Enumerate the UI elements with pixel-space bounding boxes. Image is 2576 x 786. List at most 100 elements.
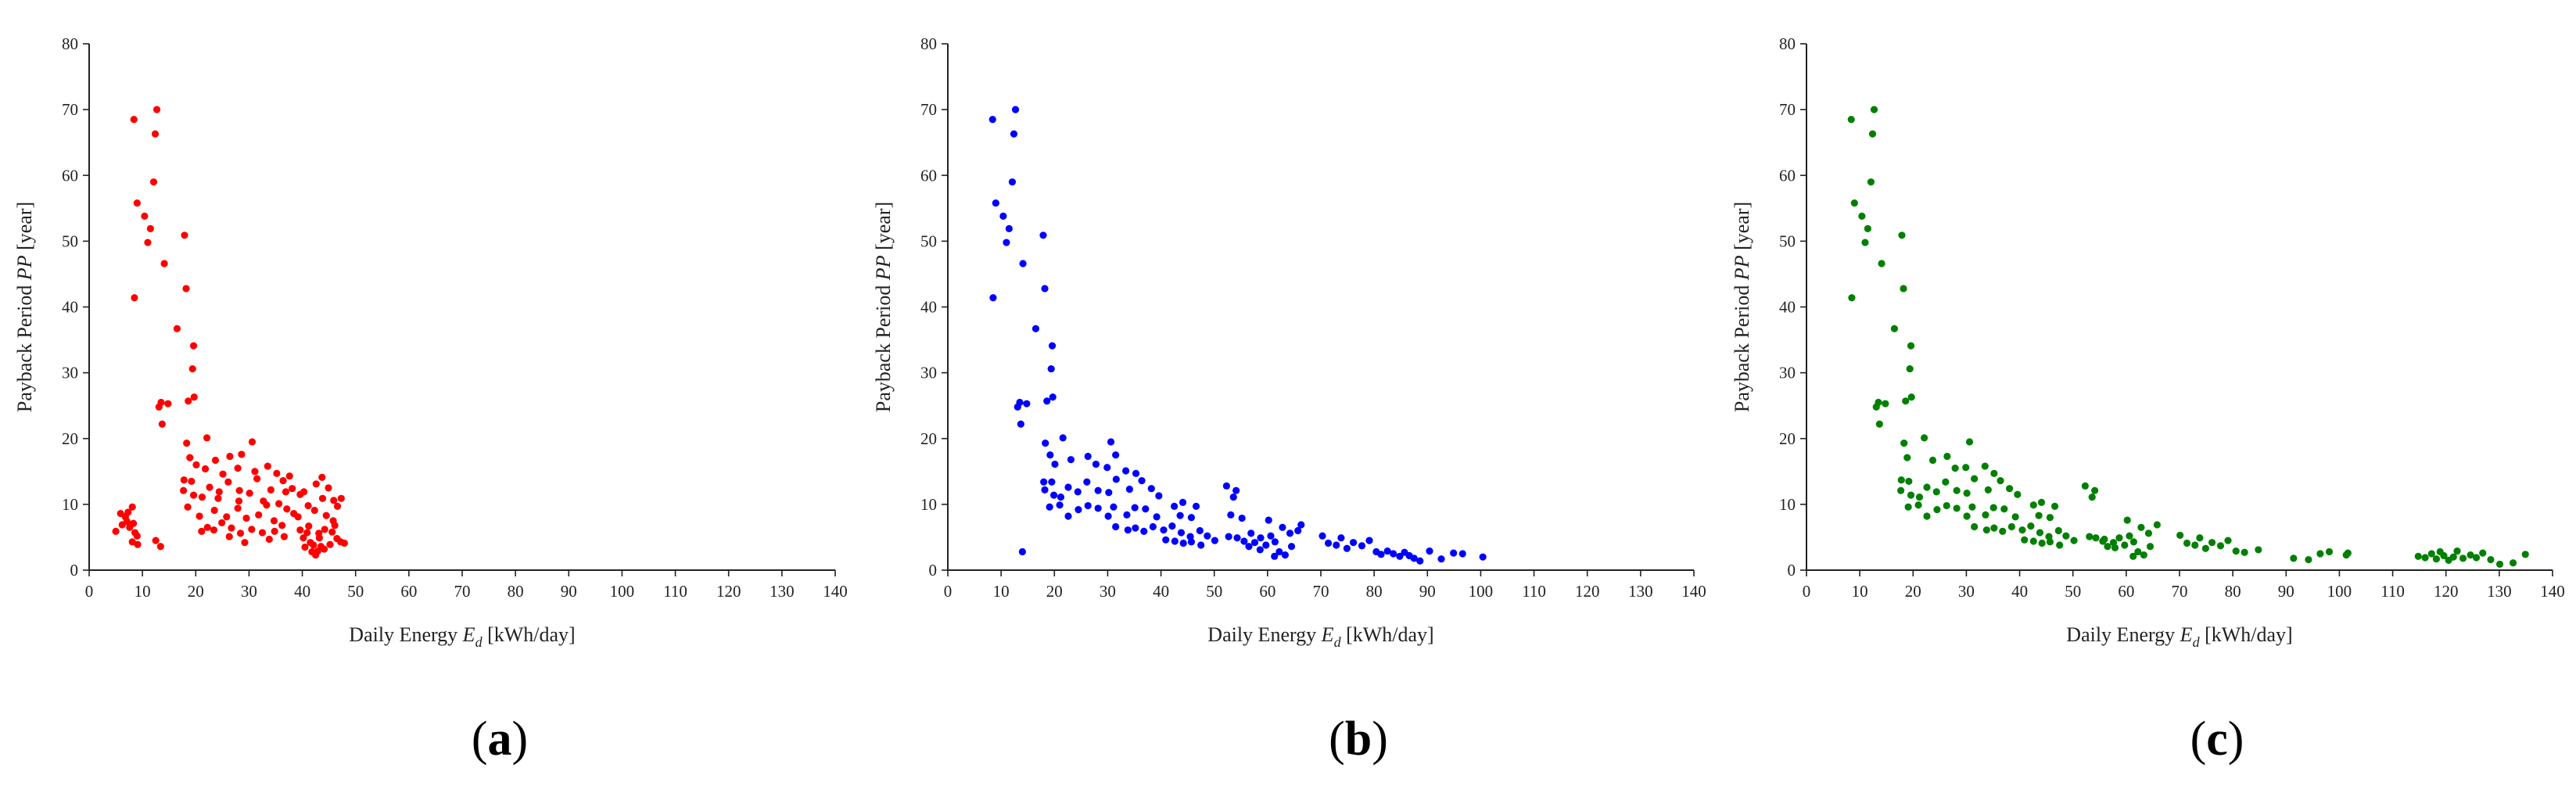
x-axis-title: Daily Energy Ed [kWh/day] <box>2066 623 2292 650</box>
data-point <box>160 260 168 267</box>
data-point <box>1953 486 1961 494</box>
data-point <box>314 547 321 555</box>
data-point <box>238 450 246 458</box>
data-point <box>290 510 298 518</box>
data-point <box>1039 231 1047 239</box>
x-tick-label: 70 <box>1313 582 1329 601</box>
chart-panel-a: 0 10 20 30 40 50 60 70 80 90 100 110 120 130 140 0 10 20 3… <box>13 34 848 766</box>
data-point <box>235 497 243 505</box>
data-point <box>1479 553 1487 561</box>
data-point <box>1179 498 1187 506</box>
data-point <box>133 532 141 540</box>
data-point <box>1149 522 1157 531</box>
data-point <box>1847 116 1855 124</box>
data-point <box>2232 547 2240 555</box>
x-axis-title-var: E <box>1321 623 1334 646</box>
data-point <box>1294 526 1302 535</box>
data-point <box>1905 477 1913 486</box>
data-point <box>2183 539 2191 547</box>
data-point <box>215 488 223 496</box>
data-point <box>1056 501 1064 509</box>
data-point <box>1225 533 1232 540</box>
data-point <box>1132 524 1139 532</box>
data-point <box>1951 465 1959 472</box>
y-axis-title-prefix: Payback Period <box>1731 280 1753 412</box>
panel-label-letter: b <box>1345 712 1372 766</box>
data-point <box>1245 543 1253 551</box>
data-point <box>274 500 283 508</box>
data-point <box>2000 505 2008 513</box>
panel-label-letter: a <box>488 712 512 766</box>
y-tick-label: 50 <box>62 231 78 250</box>
x-tick-label: 120 <box>1575 582 1600 601</box>
chart-panel-b: 0 10 20 30 40 50 60 70 80 90 100 110 120 130 140 0 10 20 3… <box>872 34 1706 766</box>
data-point <box>2129 538 2137 546</box>
x-tick-label: 140 <box>1681 582 1706 601</box>
x-tick-label: 40 <box>1153 582 1169 601</box>
x-tick-label: 100 <box>610 582 635 601</box>
data-point <box>1271 538 1279 546</box>
data-point <box>123 518 131 526</box>
x-tick-label: 20 <box>1905 582 1921 601</box>
data-point <box>1872 403 1880 411</box>
data-point <box>2134 547 2142 556</box>
x-axis-title-suffix: [kWh/day] <box>483 623 576 646</box>
data-point <box>117 510 124 518</box>
x-tick-label: 110 <box>1522 582 1546 601</box>
data-point <box>2037 498 2046 506</box>
x-tick-label: 80 <box>2225 582 2241 601</box>
data-point <box>1906 364 1914 373</box>
y-tick-label: 50 <box>920 231 937 250</box>
y-tick-label: 40 <box>920 298 937 317</box>
x-axis-title: Daily Energy Ed [kWh/day] <box>1207 623 1433 650</box>
data-point <box>1171 537 1179 545</box>
data-point <box>2241 548 2248 556</box>
data-point <box>134 540 142 548</box>
data-point <box>2140 551 2147 559</box>
data-point <box>1192 502 1200 510</box>
data-point <box>1064 483 1072 491</box>
x-tick-label: 100 <box>2327 582 2352 601</box>
data-point <box>1410 555 1418 562</box>
y-axis-title: Payback Period PP [year] <box>13 202 36 412</box>
data-point <box>2070 537 2078 544</box>
data-point <box>255 511 263 519</box>
data-point <box>2021 536 2029 544</box>
data-point <box>1383 547 1391 555</box>
data-point <box>251 468 259 476</box>
data-point <box>2027 522 2035 530</box>
data-point <box>2007 522 2015 531</box>
data-point <box>152 537 160 544</box>
x-tick-label: 70 <box>2172 582 2188 601</box>
data-point <box>124 508 132 516</box>
data-point <box>1390 550 1397 558</box>
x-tick-label: 10 <box>135 582 151 601</box>
data-point <box>1008 178 1017 186</box>
data-point <box>180 476 188 484</box>
data-point <box>1238 514 1246 522</box>
x-tick-label: 0 <box>1803 582 1811 601</box>
data-point <box>331 522 339 529</box>
data-point <box>260 497 267 505</box>
y-tick-label: 50 <box>1779 231 1796 250</box>
x-tick-label: 10 <box>1852 582 1868 601</box>
data-point <box>1041 486 1049 493</box>
data-point <box>1107 438 1115 446</box>
panel-label-c: (c) <box>2190 712 2244 766</box>
x-axis-title-suffix: [kWh/day] <box>2200 623 2293 646</box>
y-tick-label: 20 <box>920 429 937 448</box>
data-point <box>271 527 278 535</box>
data-point <box>1176 511 1184 519</box>
data-point <box>210 526 218 534</box>
panel-label-close: ) <box>2228 712 2244 766</box>
y-tick-label: 0 <box>1788 561 1796 580</box>
data-point <box>2101 535 2108 544</box>
data-point <box>300 488 308 496</box>
x-tick-label: 20 <box>1046 582 1063 601</box>
data-point <box>173 325 181 332</box>
data-point <box>1179 539 1187 547</box>
data-point <box>1197 541 1205 549</box>
data-point <box>1867 178 1875 186</box>
data-point <box>1019 260 1027 267</box>
data-point <box>1131 504 1139 511</box>
